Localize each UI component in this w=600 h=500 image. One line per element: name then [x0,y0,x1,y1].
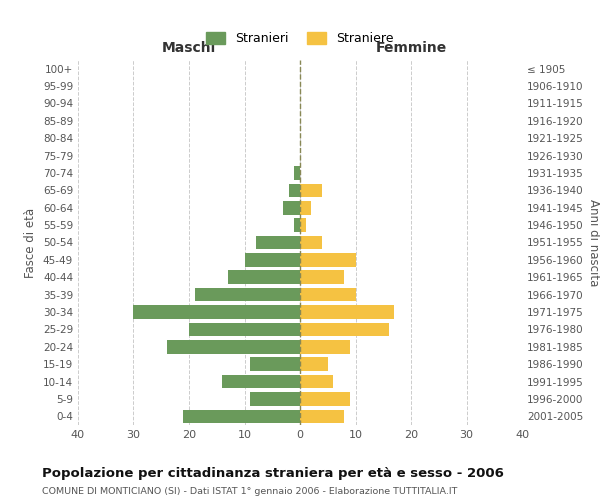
Bar [300,253,355,266]
Bar [184,410,300,423]
Bar [300,340,350,353]
Legend: Stranieri, Straniere: Stranieri, Straniere [200,26,400,52]
Bar [300,218,305,232]
Bar [283,201,300,214]
Bar [295,218,300,232]
Bar [133,305,300,319]
Bar [194,288,300,302]
Bar [295,166,300,180]
Bar [222,375,300,388]
Bar [300,201,311,214]
Bar [189,322,300,336]
Bar [245,253,300,266]
Bar [250,392,300,406]
Text: Maschi: Maschi [162,41,216,55]
Bar [300,236,322,250]
Bar [300,375,334,388]
Bar [289,184,300,197]
Bar [167,340,300,353]
Bar [228,270,300,284]
Bar [300,392,350,406]
Text: Popolazione per cittadinanza straniera per età e sesso - 2006: Popolazione per cittadinanza straniera p… [42,468,504,480]
Bar [300,322,389,336]
Bar [250,358,300,371]
Bar [300,410,344,423]
Bar [300,184,322,197]
Text: Femmine: Femmine [376,41,446,55]
Y-axis label: Fasce di età: Fasce di età [25,208,37,278]
Bar [256,236,300,250]
Bar [300,305,394,319]
Bar [300,270,344,284]
Y-axis label: Anni di nascita: Anni di nascita [587,199,600,286]
Text: COMUNE DI MONTICIANO (SI) - Dati ISTAT 1° gennaio 2006 - Elaborazione TUTTITALIA: COMUNE DI MONTICIANO (SI) - Dati ISTAT 1… [42,488,457,496]
Bar [300,288,355,302]
Bar [300,358,328,371]
